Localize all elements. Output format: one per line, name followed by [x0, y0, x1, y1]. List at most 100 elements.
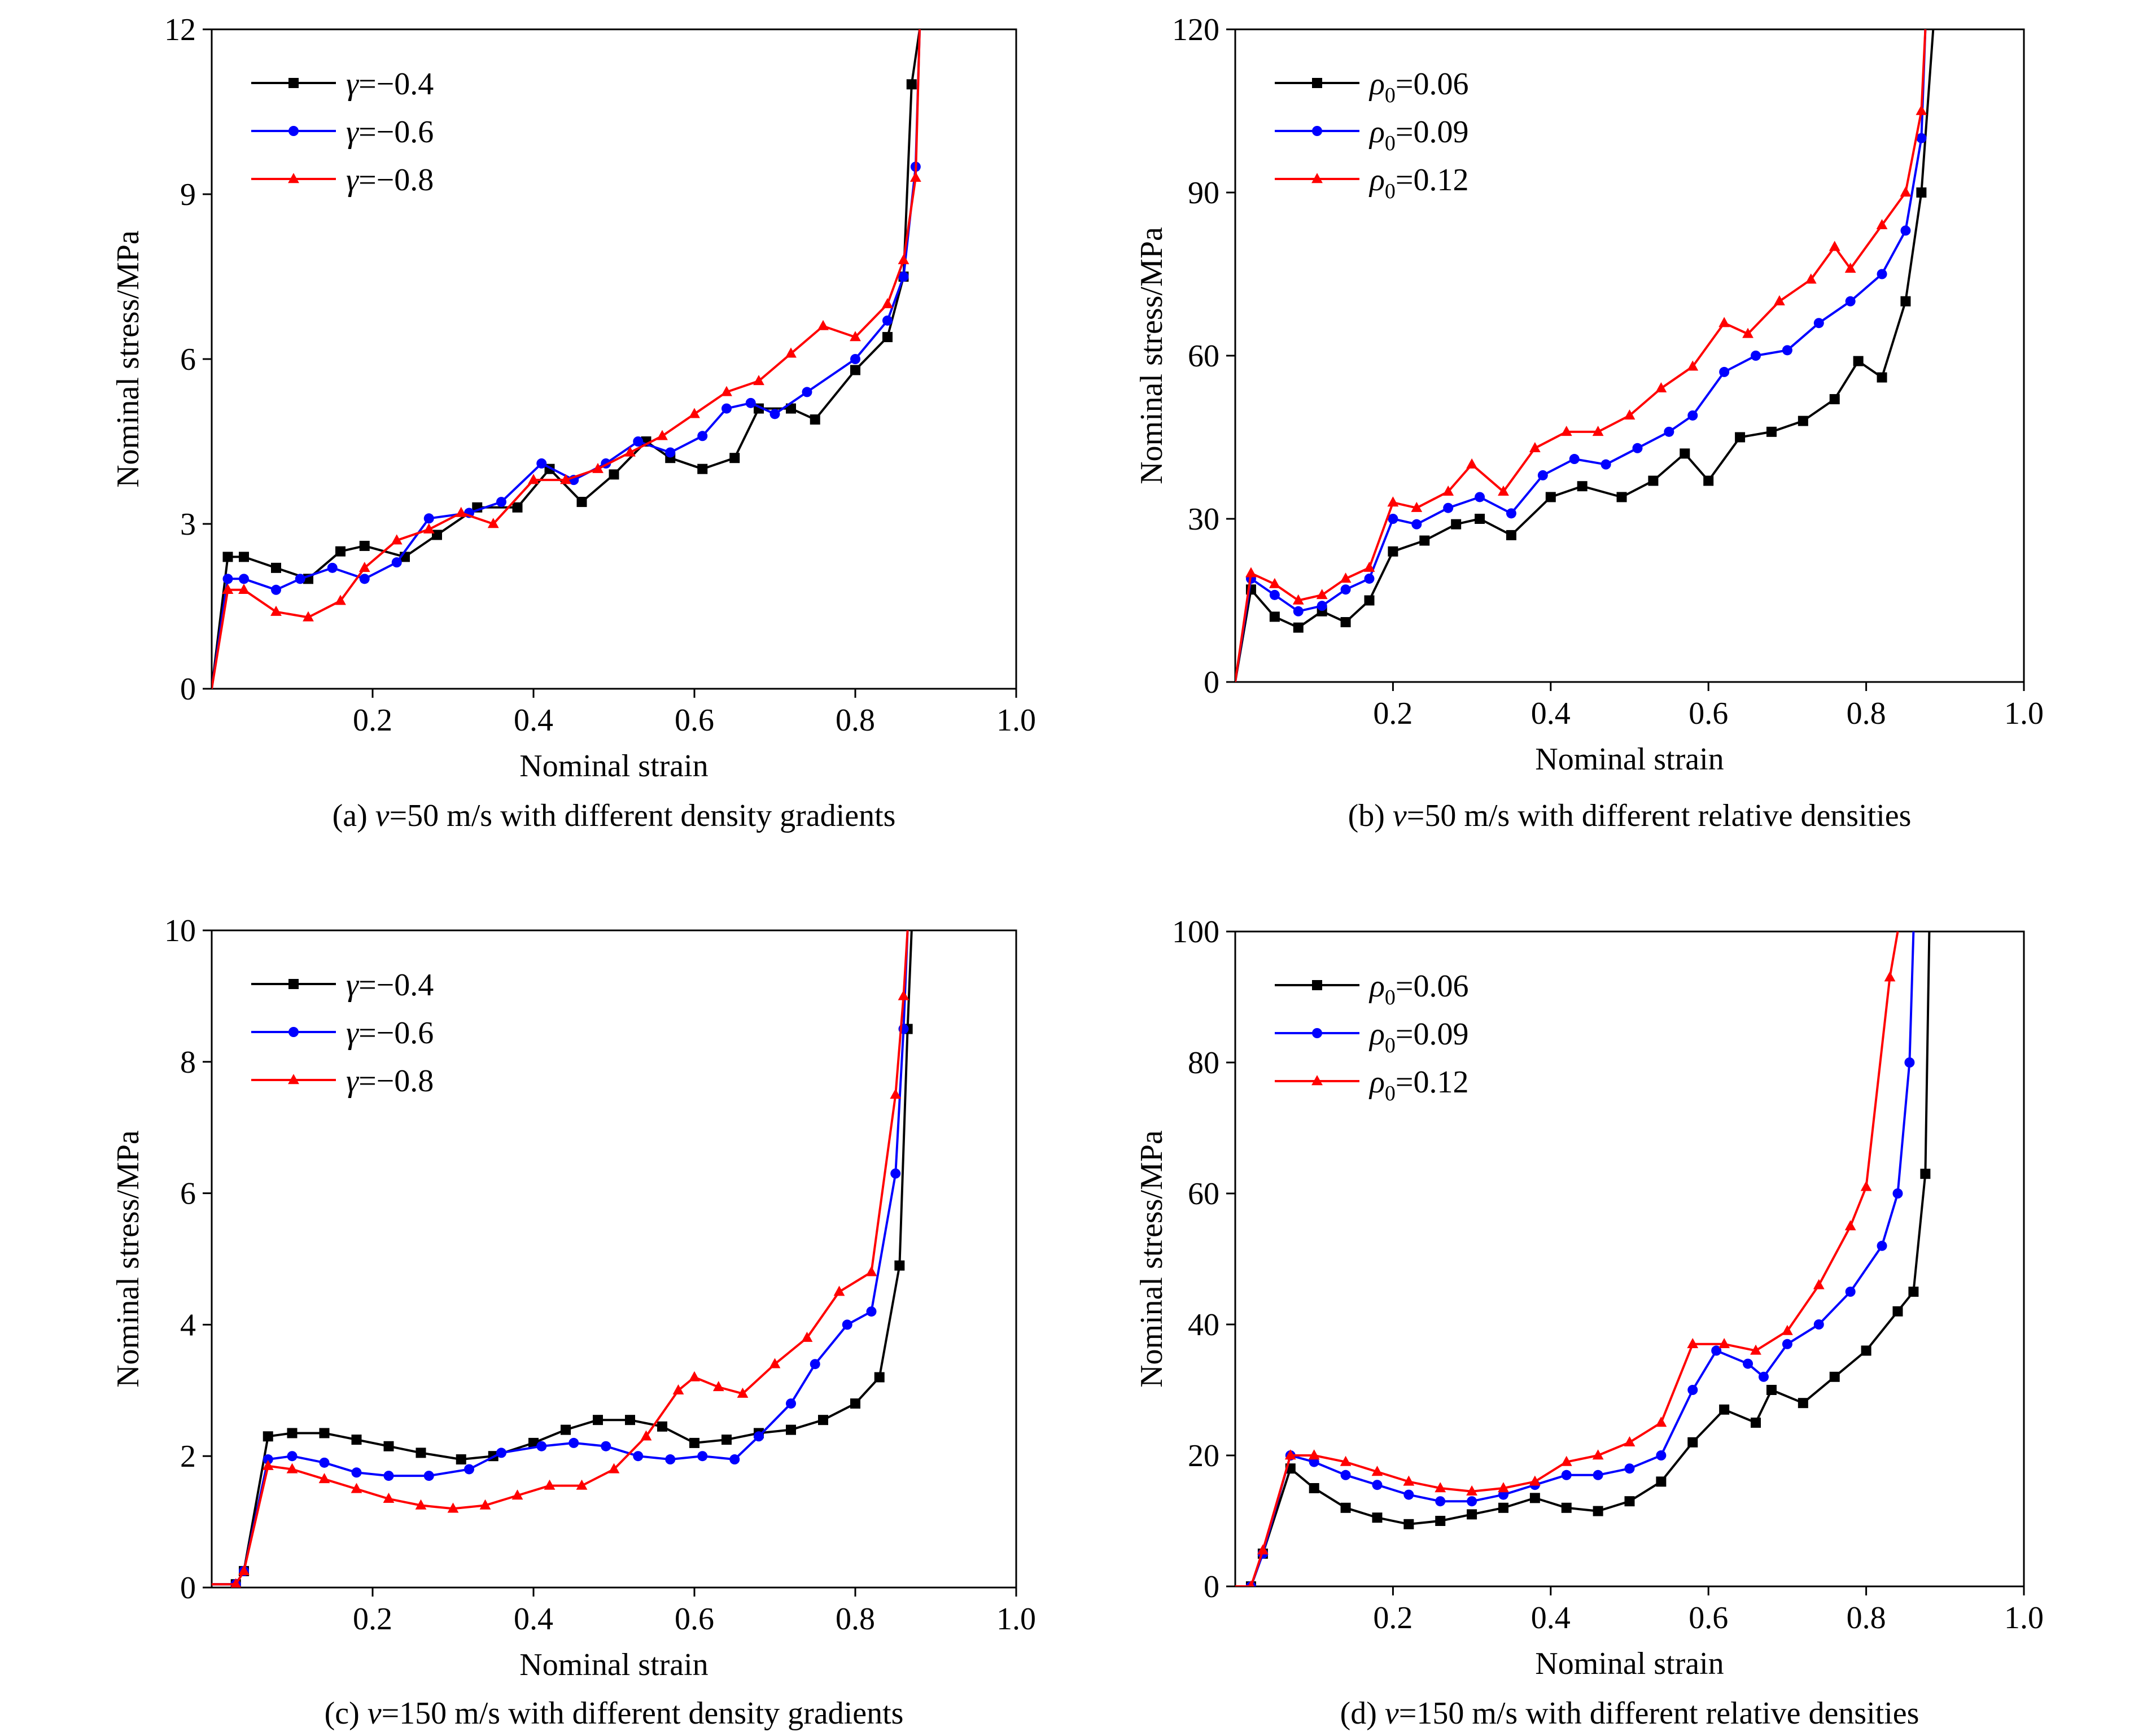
chart-c-series-3-point-23 [865, 1266, 877, 1276]
chart-b-series-1-point-23 [1877, 372, 1887, 383]
chart-b-ytick-label: 0 [1204, 665, 1219, 700]
chart-d-series-group [1235, 931, 1931, 1586]
chart-c-series-2-point-8 [423, 1471, 434, 1481]
chart-d-series-3-point-21 [1844, 1220, 1856, 1231]
chart-d-series-3-point-22 [1860, 1180, 1872, 1191]
chart-b-series-1-point-24 [1900, 296, 1911, 307]
chart-d-series-1-point-24 [1908, 1287, 1919, 1297]
chart-b-xlabel: Nominal strain [1535, 742, 1724, 777]
chart-c-series-2-point-3 [263, 1454, 273, 1465]
chart-b-series-1-point-14 [1616, 492, 1627, 502]
chart-b-series-3-point-18 [1718, 317, 1730, 327]
chart-d-ytick-label: 60 [1188, 1177, 1219, 1212]
chart-b-series-3-point-25 [1900, 186, 1912, 197]
chart-b-series-1-point-17 [1703, 475, 1714, 486]
chart-a-series-2-point-19 [769, 409, 780, 419]
chart-b-series-3-point-19 [1742, 327, 1753, 338]
chart-d-series-1-point-15 [1656, 1476, 1667, 1487]
chart-a-series-3-point-20 [817, 320, 829, 330]
chart-a-series-3-point-6 [358, 562, 370, 572]
chart-c-legend-label-3: γ=−0.8 [346, 1064, 434, 1099]
chart-d-legend-marker-3 [1311, 1075, 1323, 1086]
chart-d-legend-label-3: ρ0=0.12 [1368, 1065, 1468, 1105]
chart-b-series-3-point-9 [1442, 486, 1454, 496]
chart-b-series-1-line [1235, 29, 1935, 682]
chart-d-series-3-point-20 [1813, 1279, 1825, 1289]
chart-a-series-2-point-10 [496, 497, 506, 508]
chart-b-series-2-point-17 [1687, 410, 1698, 421]
chart-b-series-1-point-7 [1388, 546, 1398, 557]
chart-c-series-2-line [212, 930, 909, 1586]
chart-d-series-3-point-17 [1718, 1338, 1730, 1348]
chart-c-series-2-point-21 [842, 1319, 852, 1330]
chart-d-series-1-point-18 [1751, 1418, 1761, 1428]
chart-d-series-2-point-18 [1743, 1358, 1753, 1369]
chart-c-legend-label-2: γ=−0.6 [346, 1016, 434, 1051]
chart-a-legend: γ=−0.4 γ=−0.6 γ=−0.8 [251, 67, 434, 198]
chart-a-series-1-point-13 [609, 469, 619, 480]
chart-a-ytick-label: 3 [180, 507, 196, 542]
chart-b-caption: (b) v=50 m/s with different relative den… [1348, 798, 1912, 833]
chart-a-xtick-label: 0.2 [353, 703, 392, 738]
chart-c-ytick-label: 2 [180, 1439, 196, 1474]
chart-a-series-2-point-14 [633, 436, 644, 447]
chart-a-series-2-point-5 [327, 562, 338, 573]
chart-c-xtick-label: 0.8 [836, 1602, 875, 1637]
chart-b-series-3-point-17 [1687, 360, 1699, 371]
chart-b-legend-marker-1 [1312, 78, 1322, 88]
chart-b-plot-frame [1234, 28, 2025, 683]
chart-b-series-1-point-13 [1577, 481, 1588, 492]
chart-d-caption: (d) v=150 m/s with different relative de… [1340, 1696, 1919, 1731]
chart-a-series-2-point-23 [898, 272, 909, 282]
chart-a-series-2-point-18 [745, 397, 756, 408]
chart-c-legend: γ=−0.4 γ=−0.6 γ=−0.8 [251, 968, 434, 1099]
chart-d-series-1-point-10 [1498, 1502, 1508, 1513]
chart-d-series-1-point-11 [1529, 1493, 1540, 1503]
chart-b-legend-label-3: ρ0=0.12 [1368, 163, 1468, 203]
chart-b-series-3-point-7 [1387, 496, 1399, 507]
chart-c-series-3-point-21 [801, 1331, 813, 1342]
chart-c-series-2-point-7 [383, 1471, 394, 1481]
chart-a-legend-marker-2 [288, 126, 299, 136]
chart-a-series-1-point-21 [850, 365, 860, 375]
chart-c: 0.2 0.4 0.6 0.8 1.0 0 2 4 6 8 10 Nominal strain Nomi… [111, 913, 1036, 1731]
chart-b-series-3-point-4 [1316, 589, 1328, 600]
chart-b-legend-label-1: ρ0=0.06 [1368, 67, 1468, 107]
chart-b-series-2-point-7 [1388, 514, 1398, 524]
chart-b-xtick-label: 0.8 [1847, 696, 1886, 731]
chart-b-series-2-point-20 [1782, 345, 1792, 356]
chart-a-series-3-point-10 [487, 518, 499, 528]
chart-c-legend-marker-1 [288, 979, 299, 989]
chart-a-series-3-point-2 [238, 584, 250, 594]
chart-d-ytick-label: 40 [1188, 1308, 1219, 1343]
chart-b-legend-marker-3 [1311, 173, 1323, 183]
chart-c-series-3-point-11 [511, 1489, 523, 1500]
chart-b-series-3-point-2 [1269, 578, 1280, 588]
chart-c-series-1-point-7 [383, 1441, 394, 1451]
chart-d-legend-label-1: ρ0=0.06 [1368, 969, 1468, 1009]
chart-c-series-2-point-5 [319, 1457, 330, 1468]
chart-a-series-2-point-15 [665, 447, 676, 458]
chart-c-series-1-point-5 [319, 1428, 330, 1438]
chart-d-series-1-point-25 [1920, 1169, 1931, 1179]
chart-d-series-1-point-17 [1719, 1404, 1730, 1415]
chart-c-series-3-point-17 [689, 1371, 700, 1381]
chart-c-series-1-point-20 [818, 1415, 828, 1425]
chart-a-series-2-point-16 [697, 431, 708, 441]
chart-d-series-3-point-10 [1498, 1482, 1509, 1493]
chart-a-legend-label-2: γ=−0.6 [346, 115, 434, 150]
chart-c-ytick-label: 6 [180, 1177, 196, 1212]
chart-b-series-1-point-18 [1735, 432, 1746, 443]
chart-a-ytick-label: 9 [180, 177, 196, 212]
chart-a-series-3-point-9 [455, 506, 467, 517]
chart-b-series-2-point-22 [1845, 296, 1856, 307]
chart-a-series-3-point-13 [592, 462, 604, 473]
chart-b-series-3-point-23 [1844, 263, 1856, 273]
chart-d-xtick-label: 0.8 [1847, 1601, 1886, 1636]
chart-b-series-1-point-19 [1766, 426, 1777, 437]
chart-b-ytick-label: 60 [1188, 339, 1219, 374]
chart-d-series-1-point-9 [1467, 1509, 1477, 1520]
chart-b-series-3-point-26 [1916, 104, 1927, 115]
chart-b-series-3-point-24 [1876, 219, 1888, 229]
chart-a-series-1-point-24 [906, 79, 917, 90]
